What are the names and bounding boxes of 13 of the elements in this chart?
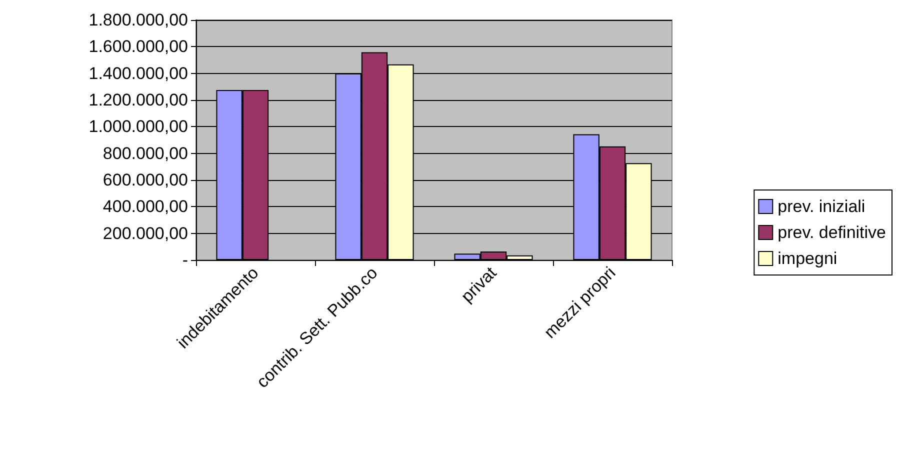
legend-label: impegni: [778, 249, 838, 268]
y-tick-label: 1.800.000,00: [88, 10, 188, 30]
legend-label: prev. definitive: [778, 223, 886, 242]
y-tick-label: 600.000,00: [102, 170, 188, 190]
legend-label: prev. iniziali: [778, 197, 866, 216]
y-tick-label: 800.000,00: [102, 144, 188, 163]
y-tick-label: 1.000.000,00: [88, 117, 188, 136]
y-tick-label: 200.000,00: [102, 224, 188, 243]
y-tick-label: 1.200.000,00: [88, 90, 188, 110]
y-tick-label: -: [182, 250, 188, 270]
y-tick-label: 1.400.000,00: [88, 64, 188, 83]
y-tick-label: 1.600.000,00: [88, 37, 188, 56]
y-tick-label: 400.000,00: [102, 197, 188, 216]
